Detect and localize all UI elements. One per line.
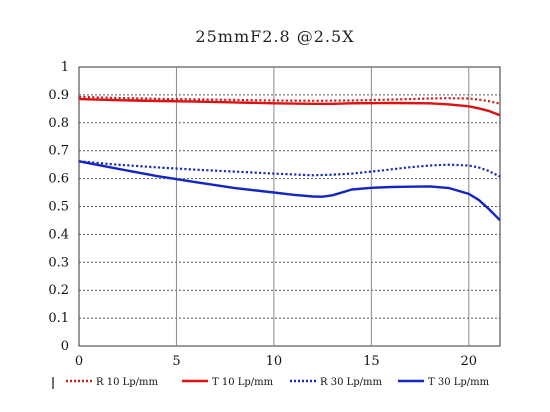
x-tick-label: 20: [461, 354, 478, 369]
y-tick-label: 0.5: [48, 200, 69, 215]
y-tick-label: 0.3: [48, 255, 69, 270]
y-tick-label: 0.4: [48, 227, 69, 242]
y-tick-label: 0: [61, 339, 69, 354]
y-tick-label: 0.9: [48, 88, 69, 103]
y-tick-label: 0.2: [48, 283, 69, 298]
legend-label: R 10 Lp/mm: [96, 377, 159, 388]
y-tick-label: 0.1: [48, 311, 69, 326]
legend-label: R 30 Lp/mm: [320, 377, 383, 388]
x-tick-label: 5: [172, 354, 180, 369]
y-tick-label: 0.8: [48, 116, 69, 131]
legend-label: T 10 Lp/mm: [212, 377, 274, 388]
y-tick-label: 0.6: [48, 172, 69, 187]
series-line-r-30-lp-mm: [78, 160, 501, 178]
series-layer: [78, 95, 501, 222]
legend-label: T 30 Lp/mm: [428, 377, 490, 388]
grid-layer: [79, 67, 500, 346]
axis-layer: 00.10.20.30.40.50.60.70.80.910 5 10 15 20: [48, 60, 477, 369]
series-line-r-10-lp-mm: [78, 95, 501, 105]
x-tick-label: 0: [75, 354, 83, 369]
series-line-t-30-lp-mm: [78, 160, 501, 222]
x-tick-label: 15: [363, 354, 380, 369]
y-tick-label: 1: [61, 60, 69, 75]
legend: R 10 Lp/mm T 10 Lp/mm R 30 Lp/mm T 30 Lp/mm: [52, 377, 490, 389]
chart-title: 25mmF2.8 @2.5X: [195, 27, 354, 46]
plot-area: [78, 66, 501, 347]
series-line-t-10-lp-mm: [78, 97, 501, 117]
y-tick-label: 0.7: [48, 144, 69, 159]
x-tick-label: 10: [266, 354, 283, 369]
